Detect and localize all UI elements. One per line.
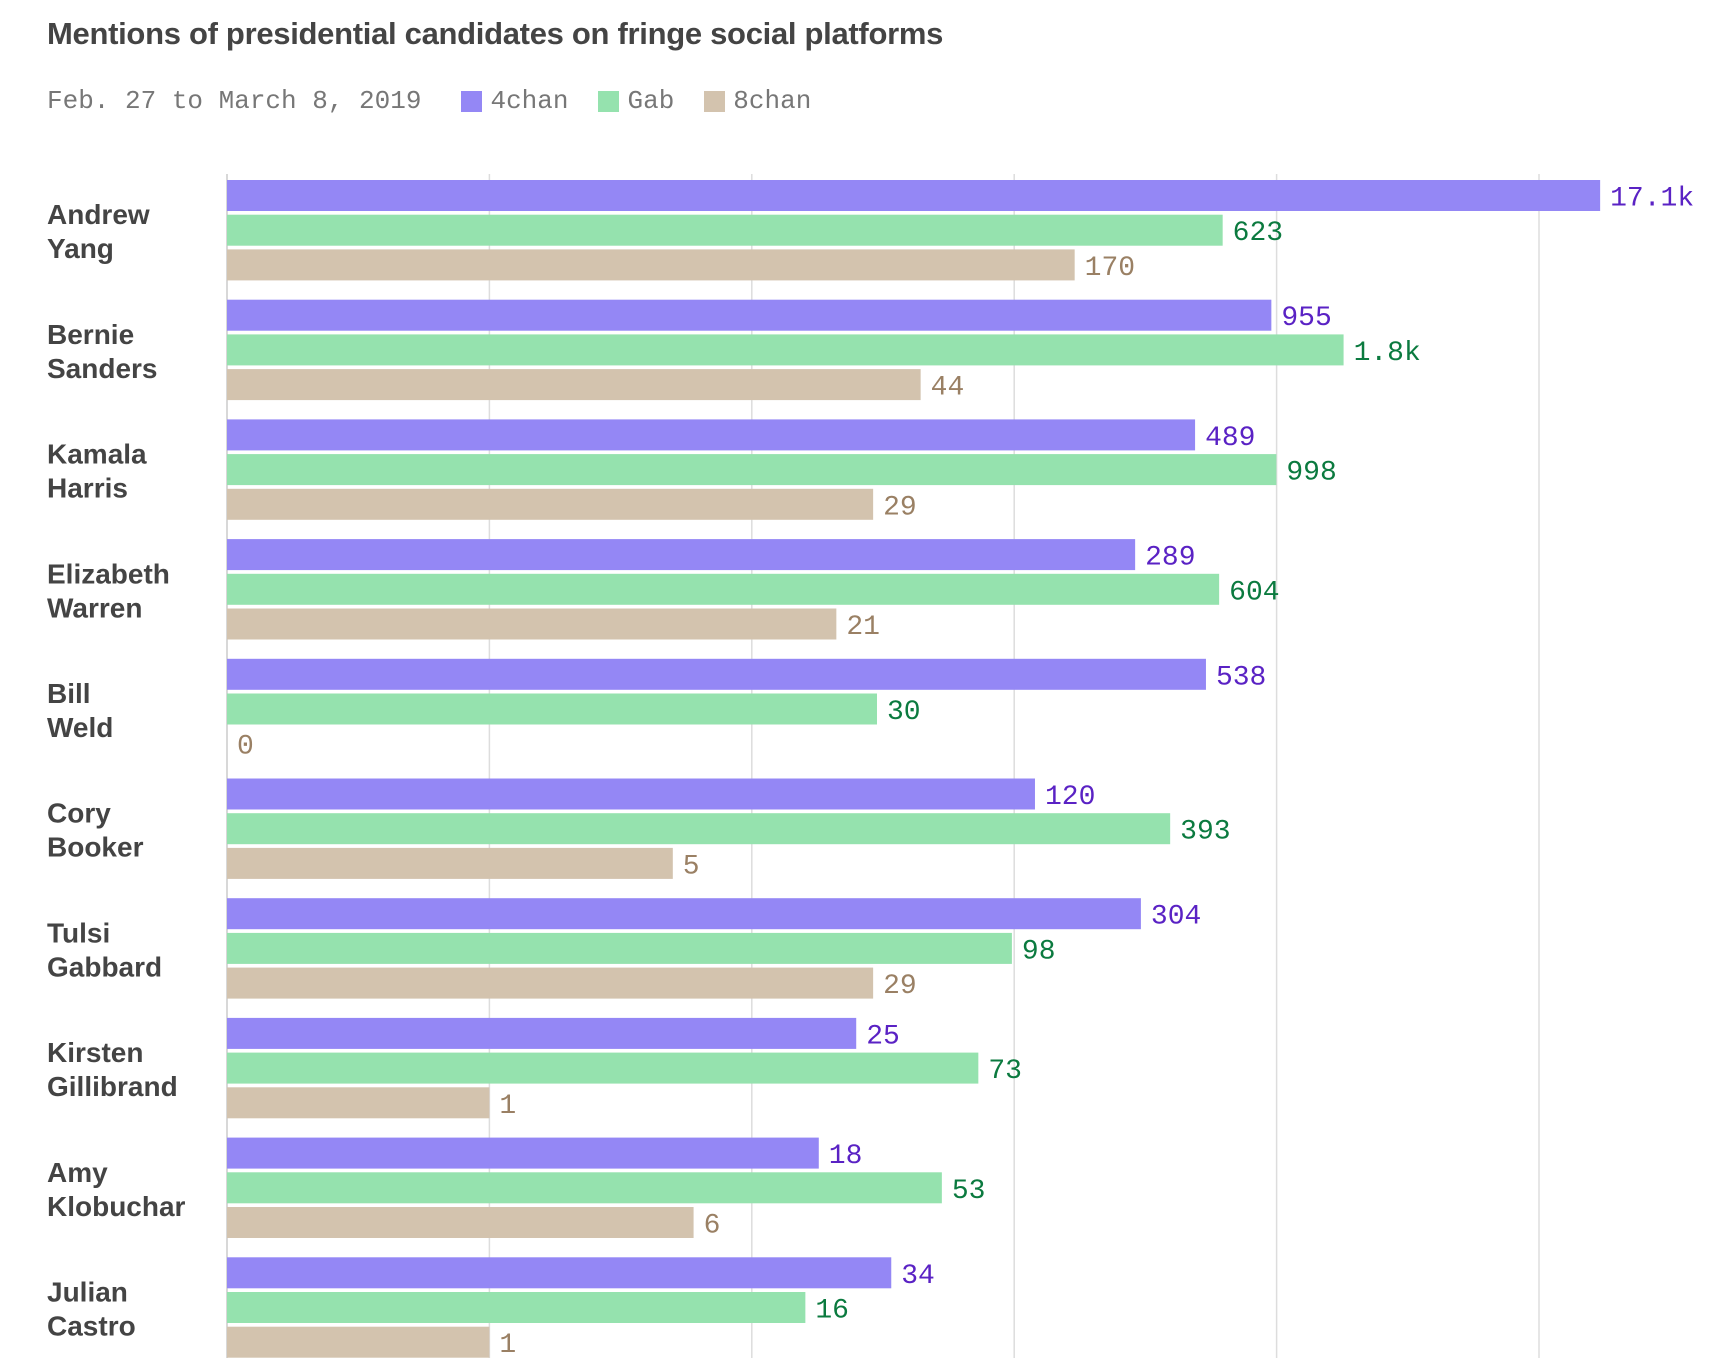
category-label: Cory Booker [47,798,144,863]
legend-swatch-4chan [461,90,483,112]
bar-4chan [227,1137,819,1169]
legend-label: 4chan [490,86,569,116]
bar-Gab [227,1292,806,1323]
bar-8chan [227,608,837,640]
data-label-4chan: 34 [901,1261,935,1292]
bar-4chan [227,658,1206,690]
bar-4chan [227,539,1136,571]
bar-4chan [227,898,1141,930]
category-label: Kirsten Gillibrand [47,1037,178,1102]
bar-Gab [227,1172,942,1204]
bar-4chan [227,180,1601,211]
data-label-Gab: 393 [1180,817,1230,848]
data-label-4chan: 25 [866,1021,900,1052]
bar-8chan [227,1207,694,1238]
bar-4chan [227,1017,857,1049]
data-label-4chan: 120 [1045,782,1095,813]
legend-item-8chan: 8chan [704,86,811,116]
bar-4chan [227,299,1272,331]
bar-4chan [227,419,1196,451]
bar-4chan [227,778,1035,810]
bar-8chan [227,488,874,520]
legend-item-gab: Gab [598,86,674,116]
category-label: Kamala Harris [47,439,147,504]
bar-Gab [227,454,1277,486]
bar-8chan [227,369,921,401]
bar-4chan [227,1257,892,1289]
bar-8chan [227,1326,490,1358]
data-label-Gab: 623 [1233,218,1283,249]
legend-label: 8chan [733,86,812,116]
data-label-4chan: 304 [1151,902,1201,933]
bar-Gab [227,334,1344,366]
data-label-4chan: 17.1k [1610,184,1694,215]
data-label-Gab: 1.8k [1354,338,1421,369]
bar-Gab [227,573,1220,605]
data-label-8chan: 6 [704,1211,721,1242]
data-label-Gab: 53 [952,1176,986,1207]
bar-8chan [227,249,1075,281]
data-label-4chan: 955 [1281,303,1331,334]
data-label-8chan: 29 [883,492,917,523]
legend-label: Gab [627,86,675,116]
bar-Gab [227,932,1012,964]
category-label: Bill Weld [47,678,113,743]
date-range: Feb. 27 to March 8, 2019 [47,86,422,116]
bar-8chan [227,967,874,999]
data-label-8chan: 5 [683,851,700,882]
category-label: Tulsi Gabbard [47,917,162,982]
data-label-Gab: 73 [988,1056,1022,1087]
data-label-8chan: 170 [1085,253,1135,284]
category-label: Andrew Yang [47,199,150,264]
data-label-8chan: 29 [883,971,917,1002]
chart-subtitle-row: Feb. 27 to March 8, 2019 4chan Gab 8chan [47,86,811,116]
data-label-4chan: 489 [1205,423,1255,454]
legend-swatch-8chan [704,90,726,112]
data-label-Gab: 30 [887,697,921,728]
bar-Gab [227,1052,979,1084]
category-label: Julian Castro [47,1277,136,1342]
bar-8chan [227,847,673,879]
data-label-8chan: 0 [237,732,254,763]
data-label-Gab: 998 [1286,458,1336,489]
category-label: Amy Klobuchar [47,1157,186,1222]
bar-8chan [227,1087,490,1119]
bar-Gab [227,214,1223,246]
data-label-8chan: 21 [846,612,880,643]
bar-Gab [227,813,1171,845]
chart-title: Mentions of presidential candidates on f… [47,16,944,51]
data-label-8chan: 1 [499,1091,516,1122]
data-label-Gab: 16 [815,1296,849,1327]
bar-Gab [227,693,877,725]
category-label: Elizabeth Warren [47,558,170,623]
data-label-8chan: 44 [931,373,965,404]
data-label-Gab: 98 [1022,936,1056,967]
data-label-Gab: 604 [1229,577,1279,608]
legend-item-4chan: 4chan [461,86,568,116]
data-label-4chan: 538 [1216,662,1266,693]
data-label-4chan: 289 [1145,543,1195,574]
legend-swatch-gab [598,90,620,112]
data-label-8chan: 1 [499,1330,516,1358]
category-label: Bernie Sanders [47,319,158,384]
data-label-4chan: 18 [829,1141,863,1172]
